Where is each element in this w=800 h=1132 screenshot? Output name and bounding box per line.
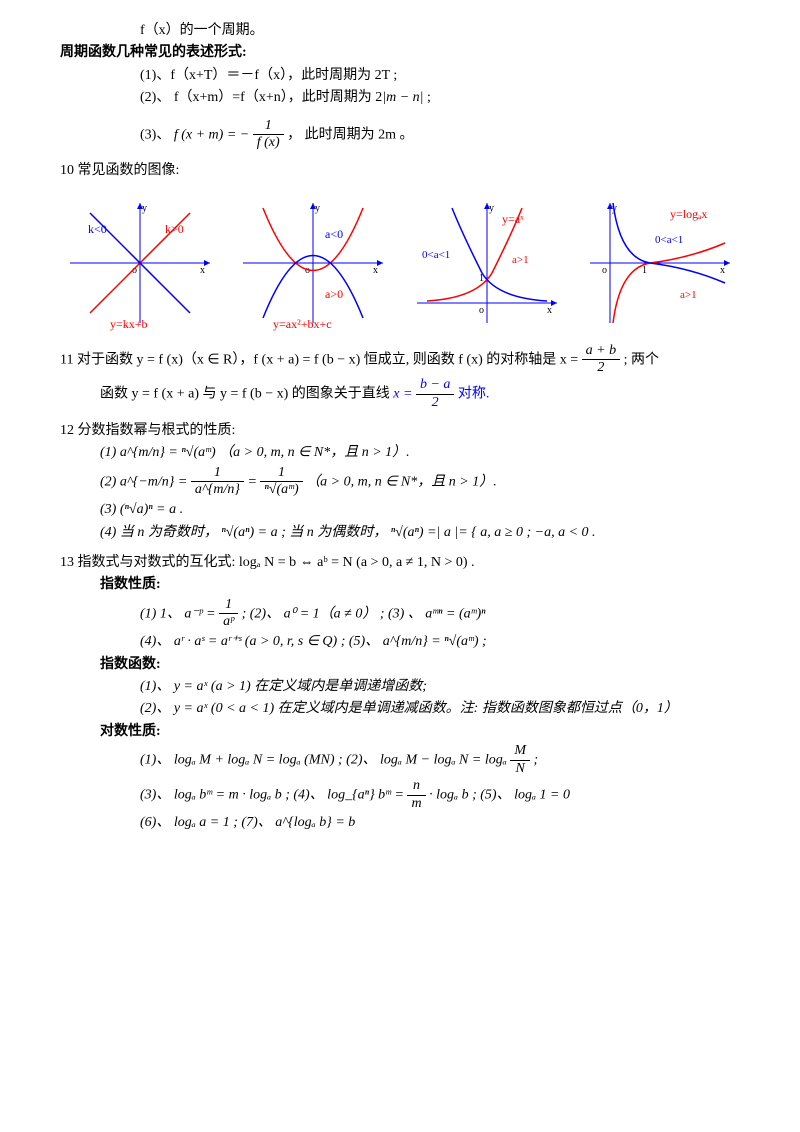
period-form-2: (2)、 f（x+m）=f（x+n），此时周期为 2|m − n| ;: [140, 87, 740, 109]
s11-e: 对称.: [458, 387, 490, 402]
section-11: 11 对于函数 y = f (x)（x ∈ R），f (x + a) = f (…: [60, 343, 740, 378]
x-label: x: [547, 305, 552, 316]
s12-2c: （a > 0, m, n ∈ N*，且 n > 1）.: [306, 474, 497, 489]
s12-1: (1) a^{m/n} = ⁿ√(aᵐ) （a > 0, m, n ∈ N*，且…: [100, 442, 740, 464]
exp-chart: y x o 1 y=aˣ 0<a<1 a>1: [407, 193, 567, 333]
period-form-1: (1)、f（x+T）＝－f（x），此时周期为 2T ;: [140, 65, 740, 87]
y-label: y: [489, 203, 494, 214]
x-label: x: [720, 265, 725, 276]
s12-2a: (2) a^{−m/n} =: [100, 474, 187, 489]
p1-2-a: (2)、 f（x+m）=f（x+n），此时周期为 2: [140, 90, 382, 105]
y-label: y: [142, 203, 147, 214]
frac-den: 2: [582, 360, 620, 377]
a-neg: a<0: [325, 227, 343, 241]
s13-1: (1) 1、 a⁻ᵖ = 1 aᵖ ; (2)、 a⁰ = 1（a ≠ 0） ;…: [140, 597, 740, 632]
section-11-cont: 函数 y = f (x + a) 与 y = f (b − x) 的图象关于直线…: [100, 377, 740, 412]
frac-num: b − a: [416, 377, 454, 395]
s13-4: (4)、 aʳ · aˢ = aʳ⁺ˢ (a > 0, r, s ∈ Q) ; …: [140, 631, 740, 653]
log-1: (1)、 logₐ M + logₐ N = logₐ (MN) ; (2)、 …: [140, 743, 740, 778]
origin: o: [602, 265, 607, 276]
exp-props-heading: 指数性质:: [100, 574, 740, 596]
frac-num: 1: [191, 465, 244, 483]
log3b: · logₐ b ; (5)、 logₐ 1 = 0: [429, 787, 570, 802]
s11-a: 11 对于函数 y = f (x)（x ∈ R），f (x + a) = f (…: [60, 352, 578, 367]
linear-eqn: y=kx+b: [110, 317, 148, 331]
s12-2-f1: 1 a^{m/n}: [191, 465, 244, 500]
intro-line: f（x）的一个周期。: [140, 20, 740, 42]
section-13-heading: 13 指数式与对数式的互化式: logₐ N = b ⇔ aᵇ = N (a >…: [60, 552, 740, 574]
y-label: y: [315, 203, 320, 214]
s13-1-frac: 1 aᵖ: [219, 597, 238, 632]
s11-b: ; 两个: [624, 352, 659, 367]
s13-1a: (1) 1、 a⁻ᵖ =: [140, 606, 216, 621]
p1-3-c: ， 此时周期为 2m 。: [287, 127, 413, 142]
s11-frac: a + b 2: [582, 343, 620, 378]
p1-3-b: f (x + m) = −: [174, 127, 249, 142]
frac-den: a^{m/n}: [191, 482, 244, 499]
exp-gt1: a>1: [512, 254, 529, 266]
period-form-3: (3)、 f (x + m) = − 1 f (x) ， 此时周期为 2m 。: [140, 118, 740, 153]
s12-4: (4) 当 n 为奇数时， ⁿ√(aⁿ) = a ; 当 n 为偶数时， ⁿ√(…: [100, 522, 740, 544]
log-lt1: 0<a<1: [655, 234, 683, 246]
x-label: x: [200, 265, 205, 276]
s11-frac2: b − a 2: [416, 377, 454, 412]
one: 1: [642, 265, 647, 276]
log-chart: y x o 1 y=logₐx 0<a<1 a>1: [580, 193, 740, 333]
log-props-heading: 对数性质:: [100, 721, 740, 743]
s12-2b: =: [247, 474, 256, 489]
s13-f1: (1)、 y = aˣ (a > 1) 在定义域内是单调递增函数;: [140, 676, 740, 698]
frac-den: m: [407, 796, 425, 813]
k-pos: k>0: [165, 222, 184, 236]
log-eqn: y=logₐx: [670, 207, 707, 221]
frac-den: 2: [416, 395, 454, 412]
log3a: (3)、 logₐ bᵐ = m · logₐ b ; (4)、 log_{aⁿ…: [140, 787, 404, 802]
periodic-heading: 周期函数几种常见的表述形式:: [60, 42, 740, 64]
p1-3-a: (3)、: [140, 127, 170, 142]
exp-func-heading: 指数函数:: [100, 654, 740, 676]
quadratic-chart: y x o a<0 a>0 y=ax²+bx+c: [233, 193, 393, 333]
s12-3: (3) (ⁿ√a)ⁿ = a .: [100, 499, 740, 521]
frac-den: f (x): [253, 135, 284, 152]
quad-eqn: y=ax²+bx+c: [273, 317, 332, 331]
p1-3-frac: 1 f (x): [253, 118, 284, 153]
s12-2-f2: 1 ⁿ√(aᵐ): [260, 465, 302, 500]
frac-num: 1: [219, 597, 238, 615]
frac-num: 1: [260, 465, 302, 483]
exp-eqn: y=aˣ: [502, 212, 524, 226]
x-label: x: [373, 265, 378, 276]
log-6: (6)、 logₐ a = 1 ; (7)、 a^{logₐ b} = b: [140, 812, 740, 834]
s13-f2: (2)、 y = aˣ (0 < a < 1) 在定义域内是单调递减函数。注: …: [140, 698, 740, 720]
log3-frac: n m: [407, 778, 425, 813]
section-12-heading: 12 分数指数幂与根式的性质:: [60, 420, 740, 442]
frac-num: M: [510, 743, 530, 761]
section-10-heading: 10 常见函数的图像:: [60, 160, 740, 182]
origin: o: [479, 305, 484, 316]
frac-num: a + b: [582, 343, 620, 361]
s11-d: x =: [393, 387, 412, 402]
log1-frac: M N: [510, 743, 530, 778]
k-neg: k<0: [88, 222, 107, 236]
frac-den: N: [510, 761, 530, 778]
linear-chart: y x o k<0 k>0 y=kx+b: [60, 193, 220, 333]
frac-den: ⁿ√(aᵐ): [260, 482, 302, 499]
charts-row: y x o k<0 k>0 y=kx+b y x o a<0 a>0 y=ax²…: [60, 193, 740, 333]
exp-lt1: 0<a<1: [422, 249, 450, 261]
log-3: (3)、 logₐ bᵐ = m · logₐ b ; (4)、 log_{aⁿ…: [140, 778, 740, 813]
s11-c: 函数 y = f (x + a) 与 y = f (b − x) 的图象关于直线: [100, 387, 390, 402]
frac-num: n: [407, 778, 425, 796]
frac-den: aᵖ: [219, 614, 238, 631]
p1-2-b: |m − n|: [382, 90, 423, 105]
log-gt1: a>1: [680, 289, 697, 301]
s13-1b: ; (2)、 a⁰ = 1（a ≠ 0） ; (3) 、 aᵐⁿ = (aᵐ)ⁿ: [242, 606, 486, 621]
log1a: (1)、 logₐ M + logₐ N = logₐ (MN) ; (2)、 …: [140, 753, 507, 768]
log1b: ;: [534, 753, 539, 768]
frac-num: 1: [253, 118, 284, 136]
a-pos: a>0: [325, 287, 343, 301]
s12-2: (2) a^{−m/n} = 1 a^{m/n} = 1 ⁿ√(aᵐ) （a >…: [100, 465, 740, 500]
p1-2-c: ;: [424, 90, 431, 105]
